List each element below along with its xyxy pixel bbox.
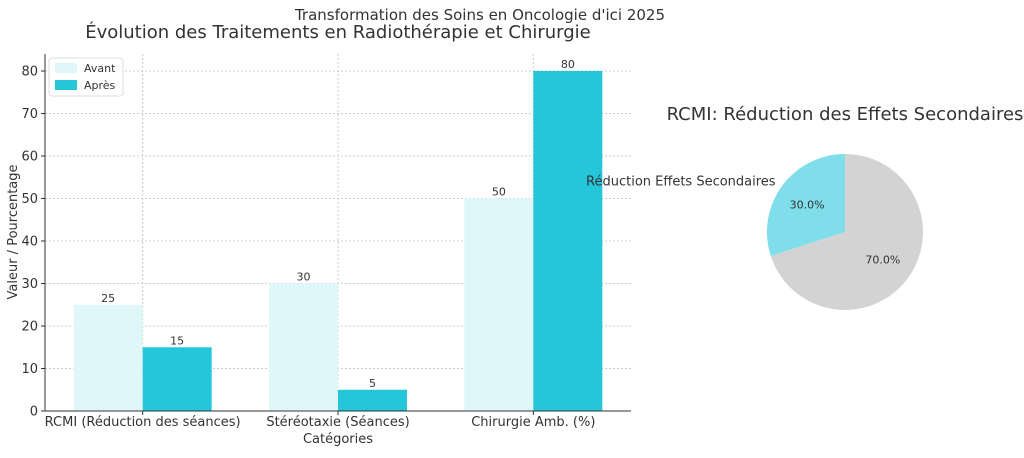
legend-label: Avant (84, 62, 116, 75)
y-tick-labels: 0 10 20 30 40 50 60 70 80 (21, 65, 45, 420)
y-tick-label: 60 (21, 150, 38, 165)
pie-slice (770, 154, 924, 310)
x-tick-label: Chirurgie Amb. (%) (471, 415, 595, 430)
bar-data-labels: 25 30 50 15 5 80 (101, 58, 575, 390)
bar-series-1 (73, 198, 534, 411)
pie-chart: RCMI: Réduction des Effets Secondaires 3… (586, 104, 1023, 310)
bar (533, 71, 603, 411)
y-tick-label: 30 (21, 277, 38, 292)
bar-chart-title: Évolution des Traitements en Radiothérap… (85, 21, 591, 43)
figure-suptitle: Transformation des Soins en Oncologie d'… (294, 6, 665, 24)
y-tick-label: 70 (21, 107, 38, 122)
y-tick-label: 50 (21, 192, 38, 207)
bar-series (73, 71, 603, 411)
legend: Avant Après (48, 57, 124, 97)
x-tick-labels: RCMI (Réduction des séances) Stéréotaxie … (45, 411, 595, 430)
y-axis-label: Valeur / Pourcentage (6, 164, 21, 299)
pie-slice (767, 154, 845, 257)
bar-value-label: 30 (297, 271, 311, 284)
pie-slice-label: Réduction Effets Secondaires (586, 175, 776, 190)
legend-swatch (55, 80, 77, 90)
bar (338, 389, 407, 411)
y-tick-label: 80 (21, 65, 38, 80)
x-tick-label: RCMI (Réduction des séances) (45, 415, 241, 430)
bar-value-label: 5 (369, 377, 376, 390)
y-tick-label: 20 (21, 320, 38, 335)
bar-chart: Évolution des Traitements en Radiothérap… (6, 21, 631, 447)
legend-swatch (55, 63, 77, 73)
y-tick-label: 0 (30, 405, 38, 420)
y-tick-label: 40 (21, 235, 38, 250)
bar-value-label: 25 (101, 292, 115, 305)
legend-label: Après (84, 79, 116, 92)
bar-series-2 (142, 71, 603, 411)
bar (464, 198, 534, 411)
pie-labels: 30.0% Réduction Effets Secondaires 70.0% (586, 175, 900, 267)
pie-percent-label: 30.0% (790, 198, 825, 211)
x-axis-label: Catégories (303, 432, 373, 447)
bar (142, 347, 212, 411)
bar-value-label: 50 (492, 186, 506, 199)
pie-chart-title: RCMI: Réduction des Effets Secondaires (667, 104, 1024, 125)
bar-value-label: 80 (561, 58, 575, 71)
pie-percent-label: 70.0% (865, 254, 900, 267)
x-tick-label: Stéréotaxie (Séances) (266, 415, 409, 430)
bar (73, 304, 143, 411)
y-tick-label: 10 (21, 362, 38, 377)
bar-value-label: 15 (170, 334, 184, 347)
bar (269, 283, 338, 411)
pie-slices (767, 154, 924, 310)
